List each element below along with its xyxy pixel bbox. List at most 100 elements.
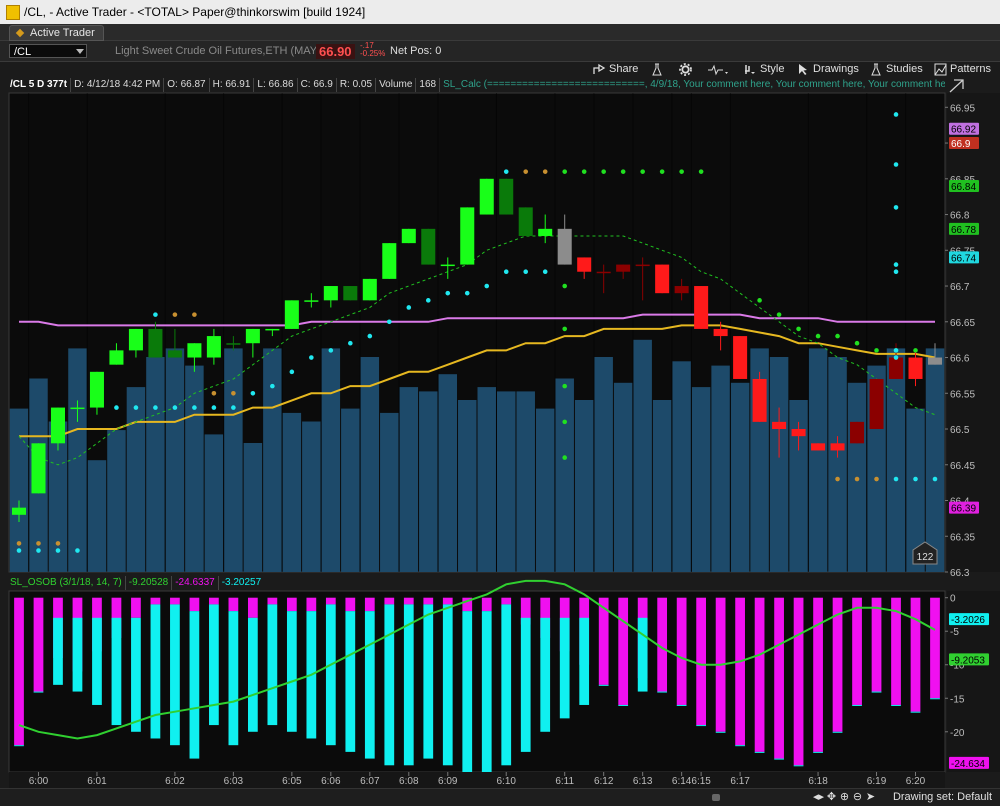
candle-body [596, 271, 611, 274]
osob-magenta-bar [286, 597, 297, 612]
osob-cyan-bar [520, 617, 531, 752]
zoom-out-icon[interactable]: ⊖ [852, 791, 863, 803]
osob-magenta-bar [871, 597, 882, 692]
volume-bar [243, 443, 263, 572]
osob-magenta-bar [754, 597, 765, 752]
osob-cyan-bar [676, 704, 687, 706]
price-label: 66.39 [951, 504, 976, 515]
price-tick-label: 66.7 [950, 282, 970, 293]
candle-body [70, 407, 85, 410]
candle-body [927, 357, 943, 365]
share-button[interactable]: Share [592, 63, 638, 76]
osob-value-label-bg [949, 756, 989, 769]
signal-dot [16, 541, 22, 546]
candle-body [206, 336, 221, 358]
signal-dot [679, 169, 684, 174]
patterns-button[interactable]: Patterns [934, 63, 991, 76]
tab-bar: Active Trader [0, 24, 1000, 41]
bar-count-text: 122 [917, 552, 934, 563]
tab-active-trader[interactable]: Active Trader [9, 25, 104, 41]
signal-dot [640, 169, 645, 174]
volume-bar [730, 382, 750, 572]
pan-icon[interactable]: ✥ [826, 791, 837, 803]
osob-magenta-bar [520, 597, 531, 625]
zoom-in-icon[interactable]: ⊕ [839, 791, 850, 803]
volume-bar [380, 412, 399, 572]
volume-bar [419, 391, 438, 572]
osob-magenta-bar [501, 597, 512, 605]
chart-area[interactable]: 66.9566.966.8566.866.7566.766.6566.666.5… [0, 0, 1000, 788]
price-label: 66.74 [951, 253, 976, 264]
osob-magenta-bar [364, 597, 375, 612]
scroll-thumb[interactable] [712, 794, 720, 801]
style-button[interactable]: Style [743, 63, 784, 76]
volume-bar [613, 382, 633, 572]
price-label: 66.78 [951, 225, 976, 236]
time-tick-label: 6:13 [633, 776, 653, 787]
studies-button[interactable]: Studies [870, 63, 923, 76]
candle-body [869, 378, 884, 430]
osob-value-3: -3.20257 [221, 577, 262, 588]
chevron-down-icon[interactable] [76, 49, 84, 54]
osob-cyan-bar [14, 745, 24, 747]
candle-body [479, 178, 494, 215]
candle-body [245, 328, 260, 344]
symbol-input[interactable]: /CL [9, 44, 87, 58]
candle-body [401, 228, 416, 244]
bar-open: O: 66.87 [164, 78, 210, 92]
time-tick-label: 6:06 [321, 776, 341, 787]
drawings-button[interactable]: Drawings [797, 63, 859, 76]
time-tick-label: 6:01 [87, 776, 107, 787]
bar-range: R: 0.05 [337, 78, 377, 92]
volume-bar [691, 387, 711, 572]
osob-magenta-bar [481, 597, 492, 612]
chart-info-bar: /CL 5 D 377t D: 4/12/18 4:42 PM O: 66.87 H:… [7, 78, 945, 92]
signal-dot [523, 169, 529, 174]
signal-dot [464, 290, 470, 296]
volume-bar [341, 408, 360, 572]
price-label-bg [949, 137, 979, 150]
volume-bar [789, 400, 808, 572]
price-tick-label: 66.8 [950, 211, 970, 222]
signal-dot [757, 298, 762, 303]
volume-value: 168 [416, 78, 441, 92]
osob-cyan-bar [618, 704, 629, 706]
price-label-bg [949, 501, 979, 514]
signal-dot [874, 348, 879, 353]
candle-body [265, 328, 280, 331]
signal-dot [893, 476, 899, 482]
osob-cyan-bar [131, 617, 141, 732]
osob-magenta-bar [267, 597, 278, 605]
osob-cyan-bar [715, 731, 726, 733]
candle-body [518, 207, 533, 236]
volume-bar [477, 387, 496, 572]
bar-close: C: 66.9 [298, 78, 337, 92]
osob-value-label: -24.634 [951, 759, 985, 770]
candle-body [89, 371, 104, 408]
signal-dot [835, 476, 840, 482]
signal-dot [932, 476, 938, 482]
candle-body [128, 328, 143, 351]
share-icon [593, 63, 606, 74]
signal-dot [270, 383, 275, 389]
price-label: 66.84 [951, 182, 976, 193]
candle-body [31, 443, 46, 494]
osob-cyan-bar [364, 611, 375, 759]
volume-bar [68, 348, 87, 572]
osob-cyan-bar [423, 604, 434, 759]
scroll-left-right-icon[interactable]: ◂▸ [812, 791, 825, 803]
price-tick-label: 66.6 [950, 354, 970, 365]
status-bar: ◂▸ ✥ ⊕ ⊖ ➤ Drawing set: Default [0, 788, 1000, 806]
osob-magenta-bar [248, 597, 258, 618]
osob-magenta-bar [131, 597, 141, 618]
osob-tick-label: 0 [950, 594, 956, 605]
chart-toolbar: Share Style Drawings Studies Patterns [0, 62, 1000, 77]
cursor-icon[interactable]: ➤ [865, 791, 876, 803]
osob-tick-label: -10 [950, 661, 965, 672]
signal-dot [75, 548, 80, 553]
osob-magenta-bar [423, 597, 434, 605]
signal-dot [893, 162, 899, 167]
candle-body [421, 228, 436, 265]
signal-dot [114, 405, 119, 410]
volume-bar [185, 365, 204, 572]
